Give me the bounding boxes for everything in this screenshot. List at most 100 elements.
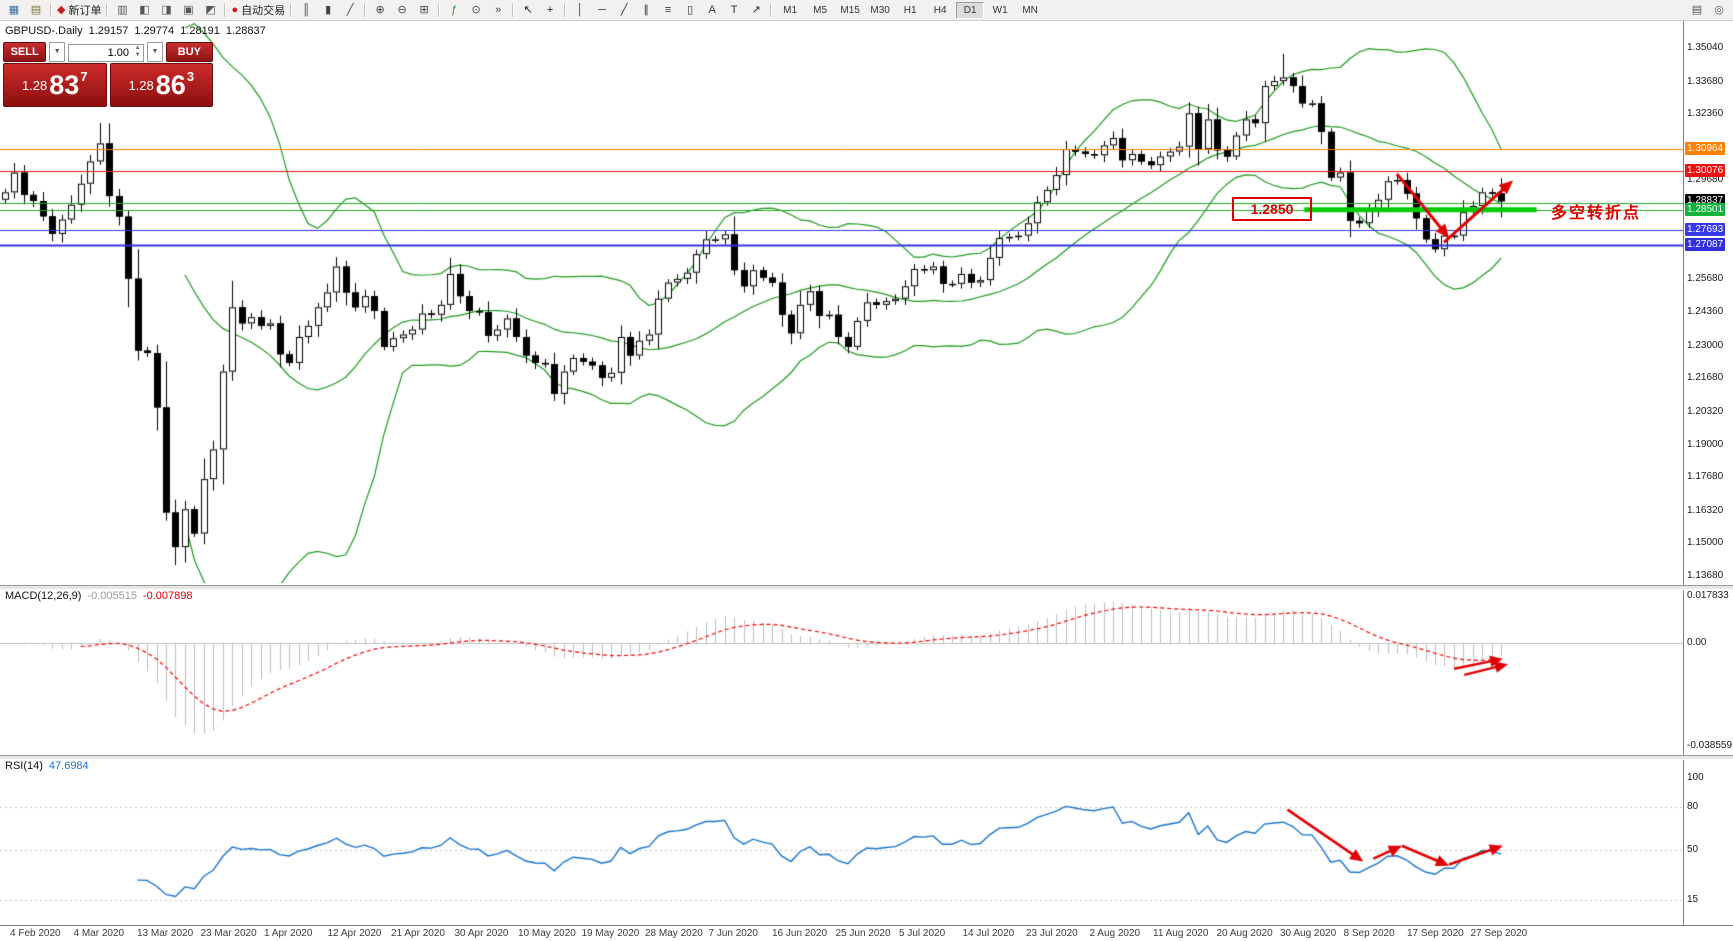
lot-decrease-button[interactable]: ▼ — [134, 51, 141, 58]
sell-dropdown-button[interactable]: ▼ — [49, 41, 66, 62]
low-value: 1.28191 — [180, 25, 220, 37]
channel-button[interactable]: ∥ — [635, 2, 657, 18]
text-label-button[interactable]: T — [723, 2, 745, 18]
panel-separator[interactable] — [0, 585, 1733, 590]
new-chart-button[interactable]: ▦ — [3, 2, 25, 18]
navigator-button[interactable]: ◨ — [155, 2, 177, 18]
toolbar-separator — [438, 3, 441, 17]
price-tag: 1.27087 — [1685, 237, 1726, 251]
text-button[interactable]: A — [701, 2, 723, 18]
date-axis[interactable]: 4 Feb 2020 4 Mar 2020 13 Mar 2020 23 Mar 20… — [0, 925, 1733, 941]
price-scale-label: 1.33680 — [1687, 75, 1724, 87]
timeframe-button-h1[interactable]: H1 — [903, 4, 917, 16]
price-scale-label: 1.35040 — [1687, 42, 1724, 53]
buy-button[interactable]: BUY — [165, 41, 214, 62]
price-scale-label: 1.17680 — [1687, 471, 1724, 483]
date-label: 23 Jul 2020 — [1026, 928, 1078, 939]
macd-scale-label: 0.017833 — [1687, 590, 1729, 601]
timeframe-button-h4[interactable]: H4 — [933, 4, 947, 16]
turning-point-text[interactable]: 多空转折点 — [1551, 205, 1642, 222]
price-scale-label: 1.16320 — [1687, 504, 1724, 516]
report-button[interactable]: ▤ — [1686, 2, 1708, 18]
timeframe-button-m30[interactable]: M30 — [870, 4, 890, 16]
timeframe-button-m15[interactable]: M15 — [840, 4, 860, 16]
date-label: 17 Sep 2020 — [1407, 928, 1464, 939]
date-label: 4 Feb 2020 — [10, 928, 61, 939]
new-order-icon: ◆ — [57, 4, 66, 16]
date-label: 11 Aug 2020 — [1153, 928, 1209, 939]
indicators-icon: ƒ — [451, 4, 458, 16]
price-tag: 1.27693 — [1685, 222, 1726, 236]
cursor-button[interactable]: ↖ — [517, 2, 539, 18]
date-label: 5 Jul 2020 — [899, 928, 946, 939]
sell-button[interactable]: SELL — [3, 41, 47, 62]
timeframe-button-mn[interactable]: MN — [1022, 4, 1038, 16]
price-scale-label: 1.19000 — [1687, 438, 1724, 450]
period-button[interactable]: ⊙ — [465, 2, 487, 18]
cursor-icon: ↖ — [523, 4, 533, 16]
crosshair-button[interactable]: + — [539, 2, 561, 18]
macd-title: MACD(12,26,9) — [5, 590, 82, 602]
panel-separator[interactable] — [0, 755, 1733, 760]
strategy-tester-icon: ◩ — [205, 4, 216, 16]
candle-chart-button[interactable]: ▮ — [317, 2, 339, 18]
market-watch-button[interactable]: ▥ — [111, 2, 133, 18]
timeframe-button-m1[interactable]: M1 — [783, 4, 798, 16]
zoom-out-button[interactable]: ⊖ — [391, 2, 413, 18]
timeframe-button-m5[interactable]: M5 — [813, 4, 828, 16]
arrows-icon: ↗ — [751, 4, 761, 16]
horizontal-line-button[interactable]: ─ — [591, 2, 613, 18]
shapes-icon: ▯ — [687, 4, 694, 16]
channel-icon: ∥ — [643, 4, 649, 16]
lot-size-input[interactable] — [68, 43, 145, 62]
sell-price-panel[interactable]: 1.28 83 7 — [3, 63, 107, 107]
macd-signal-value: -0.007898 — [142, 590, 193, 602]
price-annotation-box[interactable]: 1.2850 — [1232, 197, 1312, 221]
date-label: 16 Jun 2020 — [772, 928, 828, 939]
bar-chart-icon: ║ — [302, 4, 311, 16]
strategy-tester-button[interactable]: ◩ — [199, 2, 221, 18]
indicators-button[interactable]: ƒ — [443, 2, 465, 18]
buy-dropdown-button[interactable]: ▼ — [147, 41, 163, 62]
chart-shift-icon: » — [495, 4, 502, 16]
autotrade-button[interactable]: ● 自动交易 — [229, 2, 287, 18]
vertical-line-button[interactable]: │ — [569, 2, 591, 18]
price-scale[interactable]: 1.35040 1.33680 1.32360 1.29680 1.25680 1.243… — [1683, 20, 1733, 925]
price-scale-label: 1.20320 — [1687, 405, 1724, 417]
zoom-in-button[interactable]: ⊕ — [369, 2, 391, 18]
fibonacci-button[interactable]: ≡ — [657, 2, 679, 18]
tile-windows-button[interactable]: ⊞ — [413, 2, 435, 18]
terminal-button[interactable]: ▣ — [177, 2, 199, 18]
new-chart-icon: ▦ — [8, 4, 20, 16]
trendline-button[interactable]: ╱ — [613, 2, 635, 18]
search-button[interactable]: ◎ — [1708, 2, 1730, 18]
line-chart-button[interactable]: ╱ — [339, 2, 361, 18]
shapes-button[interactable]: ▯ — [679, 2, 701, 18]
buy-price-head: 1.28 — [128, 77, 154, 93]
sell-price-big: 83 — [49, 69, 80, 100]
toolbar-separator — [224, 3, 227, 17]
chart-shift-button[interactable]: » — [487, 2, 509, 18]
price-scale-label: 1.23000 — [1687, 339, 1724, 351]
date-label: 21 Apr 2020 — [391, 928, 445, 939]
data-window-button[interactable]: ◧ — [133, 2, 155, 18]
profiles-button[interactable]: ▤ — [25, 2, 47, 18]
timeframe-button-w1[interactable]: W1 — [992, 4, 1008, 16]
bar-chart-button[interactable]: ║ — [295, 2, 317, 18]
timeframe-button-d1[interactable]: D1 — [956, 1, 985, 19]
new-order-label: 新订单 — [68, 5, 102, 17]
price-scale-label: 1.21680 — [1687, 372, 1724, 384]
date-label: 1 Apr 2020 — [264, 928, 313, 939]
one-click-trade-widget: SELL ▼ ▲ ▼ ▼ BUY 1.28 83 7 1.28 86 3 — [3, 41, 214, 107]
trendline-icon: ╱ — [620, 4, 628, 16]
arrows-button[interactable]: ↗ — [745, 2, 767, 18]
new-order-button[interactable]: ◆ 新订单 — [55, 2, 103, 18]
rsi-title: RSI(14) — [5, 760, 43, 772]
macd-header: MACD(12,26,9) -0.005515 -0.007898 — [5, 590, 193, 602]
price-tag: 1.28501 — [1685, 202, 1726, 216]
lot-increase-button[interactable]: ▲ — [134, 44, 141, 51]
date-label: 27 Sep 2020 — [1470, 928, 1528, 939]
buy-price-panel[interactable]: 1.28 86 3 — [109, 63, 213, 107]
